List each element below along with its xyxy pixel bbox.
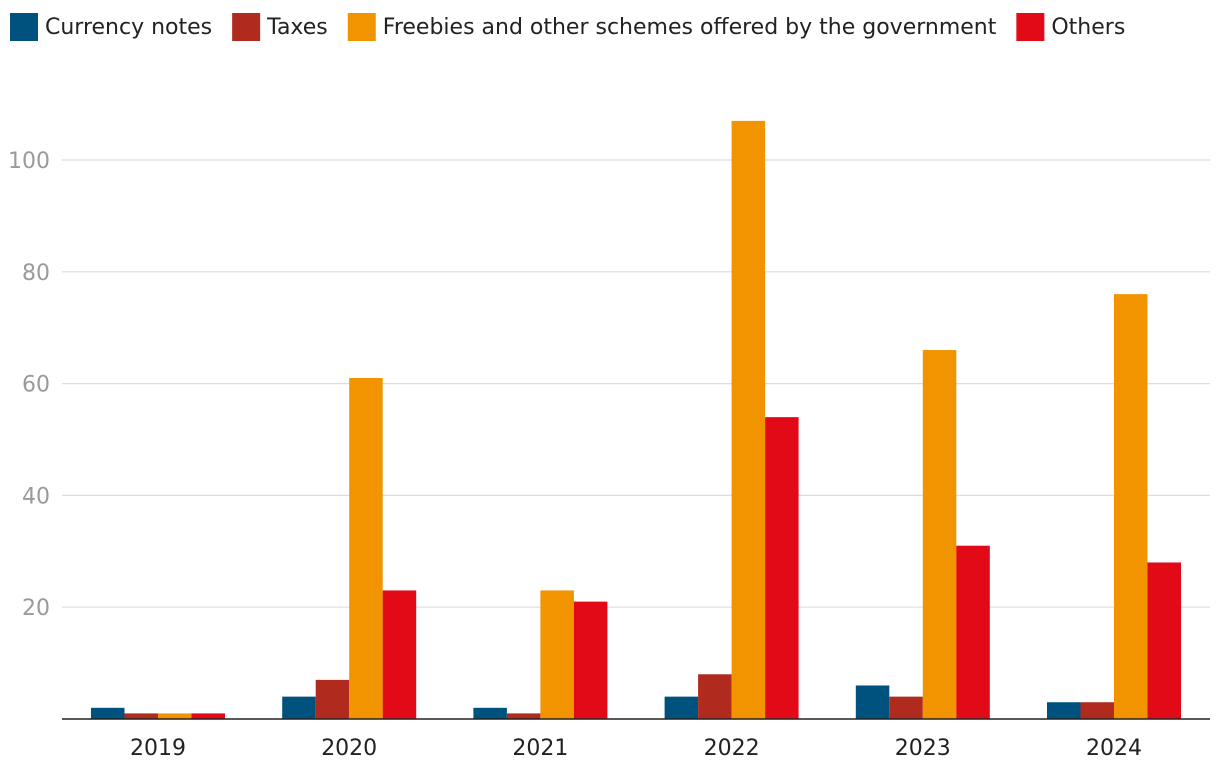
bar-2019-others [191,713,225,719]
y-tick-label-60: 60 [22,373,50,398]
x-tick-label-2023: 2023 [895,736,951,761]
bar-2021-currency-notes [473,707,507,719]
legend-swatch [232,13,261,41]
legend-item-freebies-and-other-schemes-offered-by-the-government: Freebies and other schemes offered by th… [347,13,997,41]
y-axis: 20 40 60 80 100 [8,149,50,621]
legend-item-taxes: Taxes [232,13,328,41]
bar-group-2022 [664,120,799,720]
legend-label: Others [1051,15,1125,40]
y-tick-label-40: 40 [22,484,50,509]
bar-2021-others [573,601,608,719]
bar-2019-freebies-and-other-schemes-offered-by-the-government [158,713,192,719]
bar-2023-taxes [889,696,923,719]
bar-2024-freebies-and-other-schemes-offered-by-the-government [1114,294,1148,719]
x-tick-label-2020: 2020 [321,736,377,761]
legend-item-others: Others [1016,13,1125,41]
x-tick-label-2024: 2024 [1086,736,1142,761]
legend-item-currency-notes: Currency notes [10,13,212,41]
bar-2023-freebies-and-other-schemes-offered-by-the-government [922,350,957,719]
bar-2022-others [765,417,799,719]
legend-swatch [10,13,38,41]
bar-group-2024 [1047,294,1181,719]
x-tick-label-2021: 2021 [512,736,568,761]
bar-2022-currency-notes [664,696,699,719]
bar-group-2019 [91,707,225,719]
bar-group-2020 [282,378,417,719]
bar-2021-freebies-and-other-schemes-offered-by-the-government [540,590,574,719]
bar-2024-taxes [1080,702,1114,719]
bar-2020-currency-notes [282,696,316,719]
bar-2020-taxes [315,679,350,719]
gridlines [62,159,1210,608]
bar-2023-currency-notes [855,685,890,719]
x-tick-label-2019: 2019 [130,736,186,761]
y-tick-label-100: 100 [8,149,50,174]
bar-2024-currency-notes [1047,702,1081,719]
bar-2019-taxes [124,713,158,719]
legend-swatch [1016,13,1045,41]
bar-2021-taxes [506,713,541,719]
bar-group-2021 [473,590,608,719]
y-tick-label-20: 20 [22,596,50,621]
bar-2019-currency-notes [91,707,125,719]
bar-2023-others [956,545,990,719]
y-tick-label-80: 80 [22,261,50,286]
legend-label: Currency notes [45,15,212,40]
bar-2022-taxes [698,674,732,719]
x-tick-label-2022: 2022 [704,736,760,761]
bar-2022-freebies-and-other-schemes-offered-by-the-government [731,120,766,720]
bar-group-2023 [855,350,990,719]
legend: Currency notes Taxes Freebies and other sc… [10,13,1125,41]
bar-2020-freebies-and-other-schemes-offered-by-the-government [349,378,383,719]
bar-2020-others [382,590,417,719]
legend-label: Freebies and other schemes offered by th… [383,15,997,40]
bars [91,120,1181,720]
x-axis: 2019 2020 2021 2022 2023 2024 [62,718,1210,761]
legend-swatch [347,13,376,41]
bar-2024-others [1147,562,1181,719]
legend-label: Taxes [266,15,328,40]
